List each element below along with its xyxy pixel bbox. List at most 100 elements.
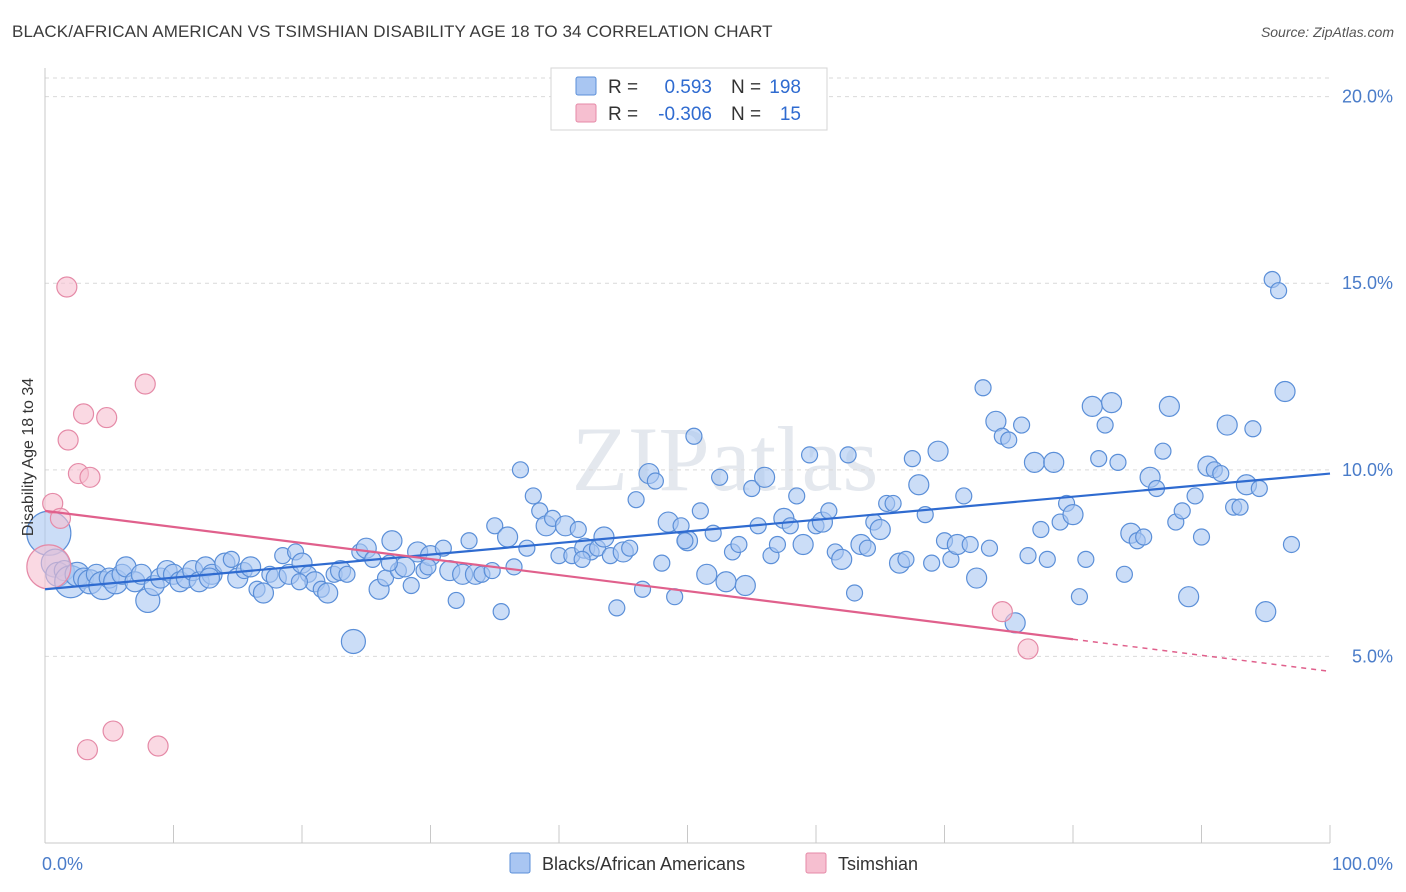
blacks-african-americans-point (1096, 416, 1114, 434)
blacks-african-americans-point (1231, 498, 1249, 516)
blacks-african-americans-point (419, 558, 437, 576)
blacks-african-americans-point (646, 472, 664, 490)
blacks-african-americans-point (820, 502, 838, 520)
blacks-african-americans-point (621, 539, 639, 557)
blacks-african-americans-point (1032, 520, 1050, 539)
blacks-african-americans-point (1212, 464, 1230, 483)
x-tick-label: 0.0% (42, 854, 83, 874)
blacks-african-americans-point (402, 576, 420, 595)
blacks-african-americans-point (447, 591, 465, 610)
blacks-african-americans-point (1255, 601, 1277, 623)
blacks-african-americans-point (1186, 487, 1204, 505)
blacks-african-americans-point (1090, 450, 1108, 468)
blacks-african-americans-point (492, 603, 510, 621)
blacks-african-americans-point (869, 518, 891, 541)
blacks-african-americans-point (1250, 479, 1268, 498)
blacks-african-americans-point (730, 535, 748, 554)
blacks-african-americans-point (290, 573, 309, 591)
blacks-african-americans-point (1269, 282, 1288, 300)
blacks-african-americans-point (858, 539, 877, 557)
bottom-legend-label: Tsimshian (838, 854, 918, 874)
legend-box (550, 67, 828, 131)
blacks-african-americans-point (715, 571, 737, 593)
blacks-african-americans-point (524, 487, 542, 505)
bottom-legend-swatch-blue (509, 852, 531, 874)
blacks-african-americans-point (338, 565, 356, 583)
tsimshian-point (991, 601, 1013, 623)
blacks-african-americans-point (511, 461, 530, 479)
tsimshian-point (72, 403, 95, 425)
blacks-african-americans-point (923, 554, 941, 572)
blacks-african-americans-point (908, 474, 930, 496)
x-tick-label: 100.0% (1332, 854, 1393, 874)
blacks-african-americans-point (317, 582, 339, 604)
blacks-african-americans-point (685, 427, 703, 445)
y-tick-label: 5.0% (1352, 646, 1393, 666)
blacks-african-americans-point (927, 440, 949, 462)
legend-r-value: -0.306 (658, 104, 712, 125)
blacks-african-americans-point (897, 550, 915, 568)
data-points (26, 270, 1301, 761)
trend-line (44, 472, 1331, 591)
bottom-legend-swatch-pink (805, 852, 827, 874)
legend-n-label: N = (731, 77, 761, 98)
watermark: ZIPatlas (572, 408, 879, 510)
legend-n-value: 15 (780, 104, 801, 125)
y-tick-label: 10.0% (1342, 460, 1393, 480)
trend-line-extension (1072, 638, 1331, 673)
blacks-african-americans-point (497, 526, 519, 548)
y-axis-label: Disability Age 18 to 34 (20, 378, 37, 536)
legend: R = 0.593 N = 198 R = -0.306 N = 15 (550, 67, 828, 131)
blacks-african-americans-point (1115, 565, 1134, 583)
bottom-legend: Blacks/African Americans Tsimshian (509, 852, 918, 874)
legend-swatch-pink (575, 103, 597, 123)
tsimshian-point (134, 373, 156, 395)
blacks-african-americans-point (1081, 395, 1103, 417)
blacks-african-americans-point (505, 558, 523, 576)
blacks-african-americans-point (753, 466, 776, 488)
blacks-african-americans-point (1077, 550, 1095, 568)
x-tick-labels: 0.0% 100.0% (42, 854, 1393, 874)
trend-lines (44, 472, 1331, 673)
axes (44, 68, 1331, 844)
y-tick-label: 15.0% (1342, 273, 1393, 293)
blacks-african-americans-point (1023, 451, 1046, 473)
blacks-african-americans-point (903, 450, 921, 468)
blacks-african-americans-point (608, 599, 626, 617)
blacks-african-americans-point (1043, 451, 1065, 473)
legend-r-label: R = (608, 77, 638, 98)
blacks-african-americans-point (1173, 502, 1191, 520)
blacks-african-americans-point (1062, 504, 1084, 526)
blacks-african-americans-point (839, 446, 857, 464)
tsimshian-point (76, 739, 99, 761)
blacks-african-americans-point (593, 526, 615, 548)
blacks-african-americans-point (1178, 586, 1200, 608)
blacks-african-americans-point (653, 554, 671, 572)
bottom-legend-label: Blacks/African Americans (542, 854, 745, 874)
tsimshian-point (147, 735, 169, 757)
source-label: Source: ZipAtlas.com (1260, 24, 1394, 40)
blacks-african-americans-point (569, 520, 587, 539)
blacks-african-americans-point (974, 379, 992, 397)
blacks-african-americans-point (1244, 420, 1262, 438)
blacks-african-americans-point (198, 567, 221, 589)
blacks-african-americans-point (845, 584, 864, 602)
blacks-african-americans-point (743, 479, 761, 498)
tsimshian-point (26, 544, 72, 590)
tsimshian-point (102, 720, 124, 742)
blacks-african-americans-point (627, 491, 645, 509)
tsimshian-point (79, 466, 101, 488)
blacks-african-americans-point (1154, 442, 1172, 460)
legend-swatch-blue (575, 76, 597, 96)
blacks-african-americans-point (966, 567, 988, 589)
chart-title: BLACK/AFRICAN AMERICAN VS TSIMSHIAN DISA… (12, 22, 773, 41)
blacks-african-americans-point (1000, 431, 1018, 449)
blacks-african-americans-point (1038, 550, 1056, 568)
legend-n-value: 198 (769, 77, 801, 98)
blacks-african-americans-point (980, 539, 999, 557)
blacks-african-americans-point (691, 502, 709, 520)
blacks-african-americans-point (381, 530, 403, 552)
blacks-african-americans-point (676, 532, 694, 550)
blacks-african-americans-point (792, 533, 814, 556)
